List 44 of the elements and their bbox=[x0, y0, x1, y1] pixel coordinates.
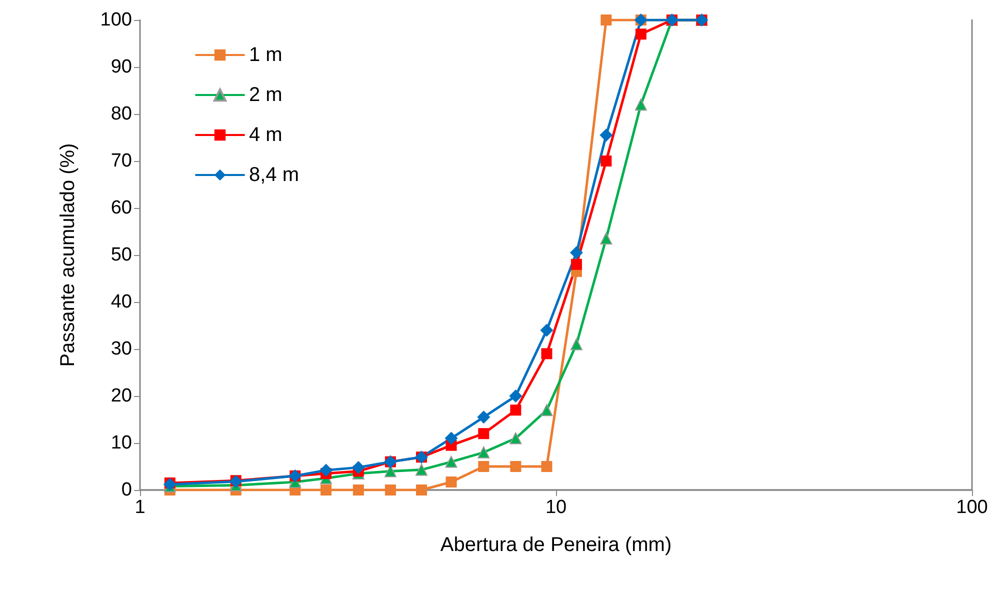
y-tick-label: 10 bbox=[110, 432, 132, 454]
point bbox=[635, 28, 646, 40]
x-tick-label: 100 bbox=[956, 497, 988, 518]
y-tick-label: 20 bbox=[110, 386, 132, 406]
point bbox=[510, 404, 522, 416]
point bbox=[445, 456, 458, 468]
point bbox=[541, 461, 552, 472]
y-tick-label: 0 bbox=[121, 480, 132, 500]
y-tick-label: 100 bbox=[100, 10, 132, 30]
x-axis-title: Abertura de Peneira (mm) bbox=[440, 534, 672, 556]
y-tick-label: 80 bbox=[110, 104, 132, 124]
y-tick-label: 90 bbox=[110, 56, 132, 78]
point bbox=[446, 476, 457, 488]
point bbox=[320, 464, 333, 477]
legend-label: 2 m bbox=[249, 84, 282, 106]
y-axis-title: Passante acumulado (%) bbox=[57, 143, 79, 367]
y-tick-label: 50 bbox=[110, 244, 132, 266]
point bbox=[352, 484, 364, 496]
point bbox=[477, 410, 490, 424]
y-tick-label: 40 bbox=[110, 292, 132, 312]
y-tick-label: 30 bbox=[110, 338, 132, 360]
legend-label: 1 m bbox=[249, 44, 282, 66]
point bbox=[478, 461, 490, 472]
point bbox=[510, 432, 522, 444]
point bbox=[352, 460, 365, 474]
point bbox=[320, 484, 332, 496]
x-tick-label: 10 bbox=[545, 497, 567, 518]
y-tick-label: 70 bbox=[110, 150, 132, 172]
y-tick-label: 60 bbox=[110, 198, 132, 218]
point bbox=[540, 324, 554, 337]
point bbox=[541, 348, 552, 360]
point bbox=[416, 484, 428, 496]
point bbox=[416, 464, 428, 476]
legend-label: 4 m bbox=[249, 124, 282, 146]
point bbox=[478, 428, 490, 440]
point bbox=[634, 98, 647, 111]
legend-label: 8,4 m bbox=[249, 164, 300, 186]
point bbox=[540, 404, 553, 416]
x-tick-label: 1 bbox=[134, 497, 146, 518]
point bbox=[384, 484, 396, 496]
point bbox=[509, 390, 522, 402]
point bbox=[478, 446, 490, 458]
point bbox=[444, 432, 458, 445]
point bbox=[510, 461, 522, 472]
